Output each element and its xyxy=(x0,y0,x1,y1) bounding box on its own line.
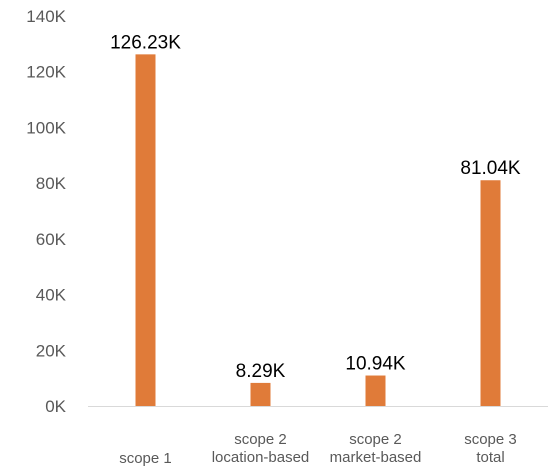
x-tick-label: scope 2 xyxy=(349,431,402,448)
y-tick-label: 40K xyxy=(36,286,67,305)
data-label: 10.94K xyxy=(345,354,406,375)
x-tick-label: location-based xyxy=(212,449,310,466)
bar xyxy=(365,375,386,406)
y-tick-label: 0K xyxy=(45,397,66,416)
x-tick-label: market-based xyxy=(330,449,422,466)
y-tick-label: 140K xyxy=(26,7,66,26)
data-label: 8.29K xyxy=(236,361,286,382)
x-tick-label: scope 2 xyxy=(234,431,287,448)
y-tick-label: 100K xyxy=(26,118,66,137)
bar xyxy=(480,180,501,406)
y-tick-label: 120K xyxy=(26,63,66,82)
x-tick-label: total xyxy=(476,449,504,466)
data-label: 126.23K xyxy=(110,32,181,53)
y-tick-label: 20K xyxy=(36,341,67,360)
x-tick-label: scope 3 xyxy=(464,431,517,448)
y-tick-label: 60K xyxy=(36,230,67,249)
bar xyxy=(135,54,156,407)
data-label: 81.04K xyxy=(460,158,521,179)
y-tick-label: 80K xyxy=(36,174,67,193)
bar xyxy=(250,382,271,406)
x-tick-label: scope 1 xyxy=(119,450,172,466)
